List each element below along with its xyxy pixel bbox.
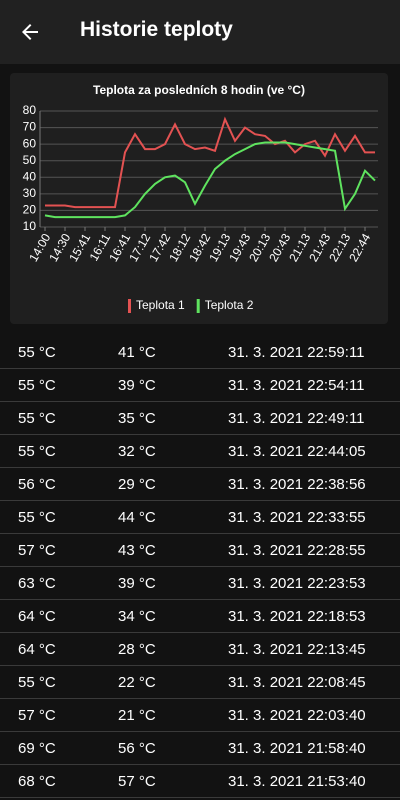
history-row: 63 °C 39 °C 31. 3. 2021 22:23:53 — [0, 567, 400, 600]
timestamp: 31. 3. 2021 22:23:53 — [228, 575, 366, 592]
history-row: 64 °C 28 °C 31. 3. 2021 22:13:45 — [0, 633, 400, 666]
y-tick-label: 70 — [23, 120, 37, 134]
temp-1: 55 °C — [18, 674, 56, 691]
timestamp: 31. 3. 2021 22:28:55 — [228, 542, 366, 559]
temp-2: 39 °C — [118, 575, 156, 592]
history-row: 57 °C 43 °C 31. 3. 2021 22:28:55 — [0, 534, 400, 567]
temp-1: 55 °C — [18, 377, 56, 394]
chart-card: Teplota za posledních 8 hodin (ve °C) 10… — [10, 73, 388, 324]
temp-1: 69 °C — [18, 740, 56, 757]
history-row: 69 °C 56 °C 31. 3. 2021 21:58:40 — [0, 732, 400, 765]
legend-label: Teplota 1 — [136, 298, 185, 312]
y-tick-label: 80 — [23, 103, 37, 117]
timestamp: 31. 3. 2021 22:08:45 — [228, 674, 366, 691]
temp-2: 29 °C — [118, 476, 156, 493]
y-tick-label: 30 — [23, 186, 37, 200]
temp-1: 68 °C — [18, 773, 56, 790]
series-line — [44, 141, 376, 219]
history-row: 55 °C 44 °C 31. 3. 2021 22:33:55 — [0, 501, 400, 534]
temp-1: 57 °C — [18, 542, 56, 559]
temp-1: 64 °C — [18, 641, 56, 658]
back-button[interactable] — [18, 20, 42, 44]
history-row: 55 °C 41 °C 31. 3. 2021 22:59:11 — [0, 336, 400, 369]
timestamp: 31. 3. 2021 22:18:53 — [228, 608, 366, 625]
y-tick-label: 10 — [23, 219, 37, 233]
temp-2: 41 °C — [118, 344, 156, 361]
temp-1: 55 °C — [18, 344, 56, 361]
temp-2: 43 °C — [118, 542, 156, 559]
temp-2: 28 °C — [118, 641, 156, 658]
timestamp: 31. 3. 2021 22:13:45 — [228, 641, 366, 658]
history-row: 57 °C 21 °C 31. 3. 2021 22:03:40 — [0, 699, 400, 732]
temp-1: 63 °C — [18, 575, 56, 592]
y-tick-label: 40 — [23, 169, 37, 183]
legend-label: Teplota 2 — [205, 298, 254, 312]
timestamp: 31. 3. 2021 22:59:11 — [228, 344, 365, 361]
temp-2: 21 °C — [118, 707, 156, 724]
timestamp: 31. 3. 2021 22:49:11 — [228, 410, 365, 427]
x-tick-label: 15:41 — [66, 231, 93, 264]
history-row: 55 °C 22 °C 31. 3. 2021 22:08:45 — [0, 666, 400, 699]
temp-2: 56 °C — [118, 740, 156, 757]
temp-2: 57 °C — [118, 773, 156, 790]
temp-2: 44 °C — [118, 509, 156, 526]
chart: Teplota za posledních 8 hodin (ve °C) 10… — [23, 83, 378, 313]
screen-title: Historie teploty — [80, 18, 233, 41]
history-row: 55 °C 32 °C 31. 3. 2021 22:44:05 — [0, 435, 400, 468]
temp-2: 32 °C — [118, 443, 156, 460]
temp-1: 55 °C — [18, 410, 56, 427]
timestamp: 31. 3. 2021 22:03:40 — [228, 707, 366, 724]
temp-1: 57 °C — [18, 707, 56, 724]
chart-title: Teplota za posledních 8 hodin (ve °C) — [93, 83, 305, 97]
temp-1: 64 °C — [18, 608, 56, 625]
temp-1: 56 °C — [18, 476, 56, 493]
y-tick-label: 60 — [23, 136, 37, 150]
temp-1: 55 °C — [18, 509, 56, 526]
timestamp: 31. 3. 2021 22:54:11 — [228, 377, 365, 394]
app-bar: Historie teploty — [0, 0, 400, 64]
timestamp: 31. 3. 2021 21:53:40 — [228, 773, 366, 790]
y-tick-label: 50 — [23, 153, 37, 167]
history-row: 68 °C 57 °C 31. 3. 2021 21:53:40 — [0, 765, 400, 798]
history-row: 55 °C 35 °C 31. 3. 2021 22:49:11 — [0, 402, 400, 435]
y-tick-label: 20 — [23, 203, 37, 217]
timestamp: 31. 3. 2021 22:38:56 — [228, 476, 366, 493]
timestamp: 31. 3. 2021 21:58:40 — [228, 740, 366, 757]
timestamp: 31. 3. 2021 22:44:05 — [228, 443, 366, 460]
history-row: 55 °C 39 °C 31. 3. 2021 22:54:11 — [0, 369, 400, 402]
legend-swatch — [196, 299, 200, 313]
history-row: 64 °C 34 °C 31. 3. 2021 22:18:53 — [0, 600, 400, 633]
timestamp: 31. 3. 2021 22:33:55 — [228, 509, 366, 526]
legend-swatch — [128, 299, 131, 313]
temp-2: 34 °C — [118, 608, 156, 625]
history-row: 56 °C 29 °C 31. 3. 2021 22:38:56 — [0, 468, 400, 501]
temp-2: 39 °C — [118, 377, 156, 394]
temp-2: 35 °C — [118, 410, 156, 427]
temp-2: 22 °C — [118, 674, 156, 691]
temp-1: 55 °C — [18, 443, 56, 460]
history-list: 55 °C 41 °C 31. 3. 2021 22:59:11 55 °C 39 °C… — [0, 336, 400, 798]
x-tick-label: 22:44 — [346, 231, 373, 264]
